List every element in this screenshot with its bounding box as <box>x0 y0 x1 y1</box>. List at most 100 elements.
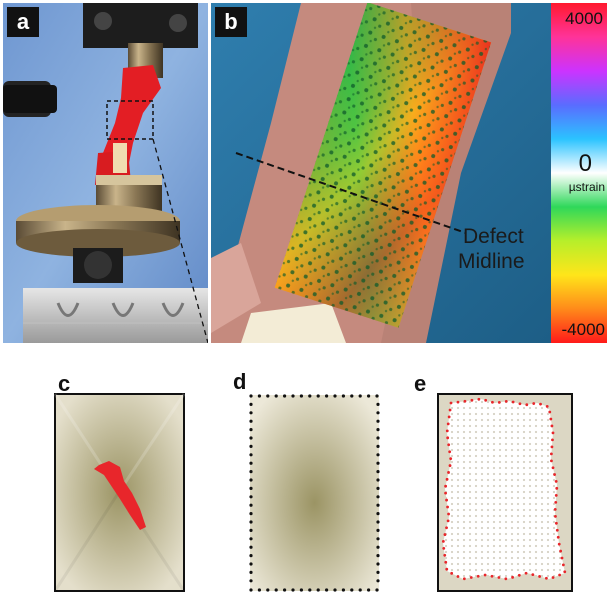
boundary-point <box>249 562 253 566</box>
boundary-point <box>249 419 253 423</box>
colorbar-min-label: -4000 <box>561 320 605 339</box>
mesh-boundary-point <box>558 573 562 577</box>
mesh-boundary-point <box>554 500 558 504</box>
mesh-boundary-point <box>554 480 558 483</box>
mesh-boundary-point <box>544 576 548 580</box>
boundary-point <box>249 444 253 448</box>
mesh-boundary-point <box>449 457 453 461</box>
panel-d-drawing <box>249 394 380 592</box>
mesh-boundary-point <box>549 417 553 421</box>
mesh-boundary-point <box>555 528 559 532</box>
boundary-point <box>376 444 380 448</box>
panel-b-label: b <box>215 7 247 37</box>
defect-shape <box>94 461 146 530</box>
boundary-point <box>376 461 380 465</box>
base-rail <box>23 288 208 343</box>
panel-c-label: c <box>58 371 71 396</box>
panel-b-photo: b Defect Midline <box>211 3 551 343</box>
boundary-point <box>316 588 320 592</box>
mesh-boundary-point <box>477 397 481 401</box>
mesh-boundary-point <box>531 573 535 576</box>
boundary-point <box>249 436 253 440</box>
boundary-point <box>376 478 380 482</box>
boundary-point <box>249 545 253 549</box>
boundary-point <box>376 579 380 583</box>
mesh-boundary-point <box>556 535 560 539</box>
mesh-boundary-point <box>551 438 554 442</box>
mesh-boundary-points <box>441 397 567 581</box>
boundary-point <box>308 588 312 592</box>
boundary-point <box>341 588 345 592</box>
defect-midline <box>235 152 467 234</box>
panel-a-label: a <box>7 7 39 37</box>
colorbar-mid-label: 0 <box>578 150 592 177</box>
boundary-point <box>274 394 278 398</box>
mesh-boundary-point <box>446 422 450 426</box>
boundary-point <box>375 394 379 398</box>
boundary-point <box>266 394 270 398</box>
boundary-point <box>266 588 270 592</box>
boundary-point <box>249 579 253 583</box>
mesh-boundary-point <box>550 445 554 449</box>
mesh-boundary-point <box>559 549 563 553</box>
mesh-boundary-point <box>538 575 542 578</box>
boundary-point <box>376 470 380 474</box>
mesh-boundary-point <box>463 399 467 403</box>
mesh-boundary-point <box>447 443 451 447</box>
boundary-point <box>376 419 380 423</box>
mesh-boundary-point <box>476 574 480 578</box>
panel-a-photo: a <box>3 3 208 343</box>
boundary-point <box>376 554 380 558</box>
boundary-point <box>249 503 253 507</box>
mesh-boundary-point <box>444 484 448 488</box>
mesh-boundary-point <box>441 540 445 543</box>
mesh-boundary-point <box>563 570 567 574</box>
defect-label-line2: Midline <box>458 250 525 273</box>
boundary-point <box>316 394 320 398</box>
boundary-point <box>341 394 345 398</box>
boundary-point <box>249 428 253 432</box>
boundary-point <box>376 486 380 490</box>
panel-e <box>437 393 573 592</box>
boundary-point <box>249 554 253 558</box>
mesh-region <box>443 399 565 579</box>
mesh-boundary-point <box>447 415 451 419</box>
mesh-boundary-point <box>554 521 558 525</box>
boundary-point <box>249 470 253 474</box>
boundary-point <box>291 394 295 398</box>
boundary-point <box>376 570 380 574</box>
mesh-boundary-point <box>532 402 536 405</box>
mesh-boundary-point <box>561 563 565 567</box>
panel-b-illustration <box>211 3 551 343</box>
boundary-point <box>249 570 253 574</box>
mesh-boundary-point <box>445 477 449 481</box>
panel-d <box>249 394 380 592</box>
boundary-point <box>249 411 253 415</box>
defect-label-line1: Defect <box>463 225 524 248</box>
boundary-point <box>376 453 380 457</box>
mesh-boundary-point <box>445 567 449 571</box>
boundary-point <box>376 512 380 516</box>
mesh-boundary-point <box>549 452 553 456</box>
boundary-point <box>325 588 329 592</box>
boundary-point <box>376 402 380 406</box>
mesh-boundary-point <box>553 473 556 476</box>
boundary-point <box>249 486 253 490</box>
mesh-boundary-point <box>511 575 514 579</box>
mesh-boundary-point <box>554 514 557 518</box>
mesh-boundary-point <box>442 546 446 550</box>
mesh-boundary-point <box>557 542 561 546</box>
panel-d-label: d <box>233 369 247 394</box>
boundary-point <box>333 588 337 592</box>
boundary-point <box>299 588 303 592</box>
mesh-boundary-point <box>545 404 549 408</box>
colorbar-unit-label: µstrain <box>568 180 605 194</box>
panel-e-label: e <box>414 371 427 396</box>
boundary-point <box>249 478 253 482</box>
mesh-boundary-point <box>504 577 508 581</box>
boundary-point <box>367 394 371 398</box>
boundary-point <box>249 588 253 592</box>
mesh-boundary-point <box>548 410 552 414</box>
boundary-point <box>376 528 380 532</box>
mesh-boundary-point <box>443 533 447 536</box>
